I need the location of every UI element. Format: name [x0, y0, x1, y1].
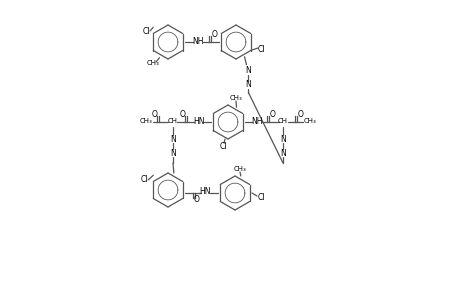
Text: N: N	[280, 148, 285, 158]
Text: Cl: Cl	[140, 176, 147, 184]
Text: Cl: Cl	[219, 142, 226, 151]
Text: N: N	[170, 148, 175, 158]
Text: O: O	[212, 29, 218, 38]
Text: CH: CH	[168, 118, 178, 124]
Text: Cl: Cl	[257, 193, 264, 202]
Text: CH₃: CH₃	[140, 118, 152, 124]
Text: CH: CH	[277, 118, 287, 124]
Text: Cl: Cl	[257, 44, 264, 53]
Text: O: O	[269, 110, 275, 118]
Text: O: O	[194, 196, 200, 205]
Text: O: O	[179, 110, 185, 118]
Text: NH: NH	[192, 37, 203, 46]
Text: NH: NH	[251, 116, 262, 125]
Text: N: N	[170, 134, 175, 143]
Text: CH₃: CH₃	[229, 95, 242, 101]
Text: N: N	[280, 134, 285, 143]
Text: N: N	[245, 80, 251, 89]
Text: HN: HN	[193, 116, 204, 125]
Text: Cl: Cl	[142, 26, 150, 35]
Text: O: O	[297, 110, 303, 118]
Text: CH₃: CH₃	[233, 166, 246, 172]
Text: O: O	[152, 110, 157, 118]
Text: N: N	[245, 66, 251, 75]
Text: CH₃: CH₃	[146, 60, 159, 66]
Text: CH₃: CH₃	[303, 118, 316, 124]
Text: HN: HN	[199, 188, 210, 196]
